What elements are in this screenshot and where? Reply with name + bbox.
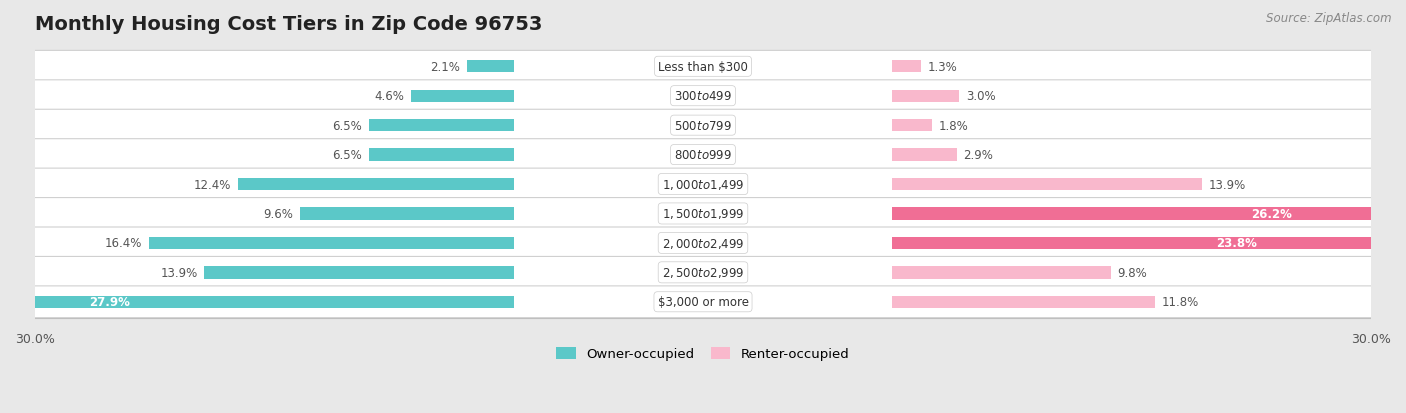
Bar [467,61,513,73]
Text: 2.1%: 2.1% [430,61,460,74]
Text: 9.8%: 9.8% [1118,266,1147,279]
Text: Less than $300: Less than $300 [658,61,748,74]
Text: 2.9%: 2.9% [963,149,994,162]
Text: 1.3%: 1.3% [928,61,957,74]
Text: 1.8%: 1.8% [939,119,969,132]
Bar [893,90,959,103]
Text: 13.9%: 13.9% [1209,178,1246,191]
FancyBboxPatch shape [31,81,1375,112]
FancyBboxPatch shape [31,169,1375,200]
Text: 27.9%: 27.9% [90,296,131,309]
Text: 13.9%: 13.9% [160,266,197,279]
Bar [368,120,513,132]
FancyBboxPatch shape [31,139,1375,171]
Text: 9.6%: 9.6% [263,207,294,221]
Text: 3.0%: 3.0% [966,90,995,103]
Bar [238,178,513,191]
FancyBboxPatch shape [31,257,1375,289]
Text: 11.8%: 11.8% [1161,296,1199,309]
Bar [893,178,1202,191]
Text: $3,000 or more: $3,000 or more [658,296,748,309]
Text: 6.5%: 6.5% [333,149,363,162]
Text: $300 to $499: $300 to $499 [673,90,733,103]
Bar [368,149,513,161]
Text: $1,500 to $1,999: $1,500 to $1,999 [662,207,744,221]
Text: 6.5%: 6.5% [333,119,363,132]
Bar [893,296,1156,308]
FancyBboxPatch shape [31,286,1375,318]
Bar [204,266,513,279]
Bar [893,266,1111,279]
Text: 26.2%: 26.2% [1251,207,1292,221]
Text: $800 to $999: $800 to $999 [673,149,733,162]
Text: $2,500 to $2,999: $2,500 to $2,999 [662,266,744,280]
Text: Source: ZipAtlas.com: Source: ZipAtlas.com [1267,12,1392,25]
Bar [893,120,932,132]
Bar [412,90,513,103]
Bar [149,237,513,249]
Text: $2,000 to $2,499: $2,000 to $2,499 [662,236,744,250]
Text: 4.6%: 4.6% [375,90,405,103]
Bar [893,208,1406,220]
Text: $1,000 to $1,499: $1,000 to $1,499 [662,178,744,192]
Text: $500 to $799: $500 to $799 [673,119,733,132]
FancyBboxPatch shape [31,228,1375,259]
Bar [893,61,921,73]
Text: Monthly Housing Cost Tiers in Zip Code 96753: Monthly Housing Cost Tiers in Zip Code 9… [35,15,543,34]
Bar [893,237,1406,249]
FancyBboxPatch shape [31,51,1375,83]
FancyBboxPatch shape [31,198,1375,230]
Text: 23.8%: 23.8% [1216,237,1257,250]
Legend: Owner-occupied, Renter-occupied: Owner-occupied, Renter-occupied [551,342,855,366]
Bar [299,208,513,220]
Bar [0,296,513,308]
Text: 12.4%: 12.4% [194,178,231,191]
Bar [893,149,957,161]
FancyBboxPatch shape [31,110,1375,142]
Text: 16.4%: 16.4% [104,237,142,250]
